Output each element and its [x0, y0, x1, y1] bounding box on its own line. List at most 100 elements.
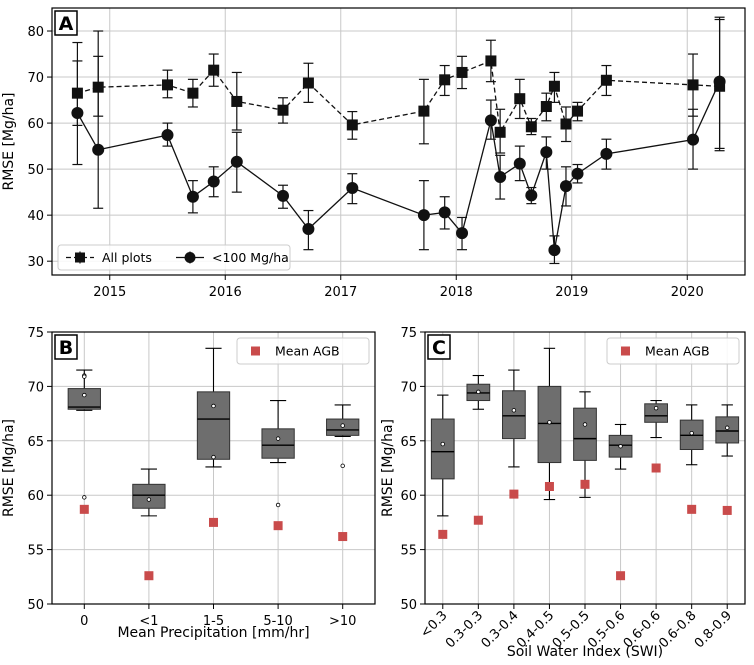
- y-tick-label: 65: [400, 435, 417, 450]
- data-point: [161, 129, 174, 142]
- legend-label-mean-agb: Mean AGB: [645, 344, 710, 359]
- flier-point: [340, 463, 345, 469]
- series-under-100: [71, 16, 726, 265]
- x-tick-label: 2018: [440, 285, 473, 300]
- data-point: [525, 189, 538, 202]
- legend: Mean AGB: [606, 337, 740, 365]
- data-point: [456, 66, 468, 78]
- x-tick-label: >10: [329, 614, 356, 629]
- data-point: [494, 170, 507, 183]
- data-point: [513, 157, 526, 170]
- data-point: [540, 146, 553, 159]
- mean-agb-marker: [144, 571, 154, 581]
- y-tick-label: 60: [27, 117, 44, 132]
- y-tick-label: 75: [400, 326, 417, 341]
- data-point: [71, 106, 84, 119]
- y-tick-label: 65: [27, 435, 44, 450]
- plot-frame: [51, 7, 746, 276]
- box-0: [67, 369, 101, 514]
- legend-box: [606, 337, 740, 365]
- y-tick-label: 75: [27, 326, 44, 341]
- data-point: [548, 244, 561, 257]
- y-tick-label: 80: [27, 25, 44, 40]
- y-tick-label: 50: [400, 598, 417, 613]
- y-tick-label: 50: [27, 163, 44, 178]
- mean-agb-marker: [273, 521, 283, 531]
- data-point: [494, 126, 506, 138]
- mean-point: [689, 430, 694, 436]
- box-iqr: [430, 418, 455, 480]
- y-tick-label: 50: [27, 598, 44, 613]
- data-point: [302, 222, 315, 235]
- y-axis-label: RMSE [Mg/ha]: [1, 419, 17, 517]
- panel-label: A: [59, 13, 74, 35]
- box-iqr: [502, 390, 526, 440]
- panel-label-box: [54, 334, 78, 360]
- x-tick-label: 2019: [555, 285, 588, 300]
- box-iqr: [644, 403, 668, 423]
- flier-point: [82, 495, 87, 500]
- x-tick-label: 2017: [324, 285, 357, 300]
- x-tick-label: <1: [139, 614, 158, 629]
- legend-box: [57, 244, 291, 271]
- data-point: [514, 93, 526, 105]
- mean-agb-marker: [79, 504, 89, 514]
- y-axis-label: RMSE [Mg/ha]: [380, 419, 396, 517]
- chart-panel-c: 505560657075<0.30.3-0.30.3-0.40.4-0.50.5…: [380, 326, 746, 660]
- data-point: [456, 227, 469, 240]
- data-point: [439, 74, 451, 86]
- panel-label-box: [427, 334, 451, 360]
- legend: Mean AGB: [236, 337, 370, 365]
- plot-frame: [51, 331, 376, 605]
- x-tick-label: 2015: [93, 285, 126, 300]
- data-point: [525, 121, 537, 133]
- y-tick-label: 40: [27, 209, 44, 224]
- chart-panel-a: 30 40 50 60 70 80 2015 2016 2017 2018 2019 2020 All …: [1, 7, 746, 300]
- box-3: [537, 347, 562, 501]
- box-1: [466, 374, 491, 525]
- flier-point: [275, 502, 281, 508]
- mean-point: [211, 403, 216, 409]
- mean-point: [653, 405, 659, 411]
- mean-agb-marker: [438, 529, 448, 539]
- box-5: [608, 423, 633, 581]
- data-point: [572, 105, 584, 117]
- panel-label-box: [54, 10, 78, 36]
- box-2: [502, 369, 526, 499]
- legend-label-under-100: <100 Mg/ha: [212, 250, 289, 265]
- y-tick-label: 60: [27, 489, 44, 504]
- data-point: [687, 79, 699, 91]
- flier-point: [82, 374, 87, 379]
- box-4: [326, 404, 360, 542]
- x-tick-label: 0: [80, 614, 88, 629]
- data-point: [302, 77, 314, 89]
- data-point: [548, 80, 560, 92]
- data-point: [92, 143, 105, 156]
- mean-agb-marker: [473, 515, 483, 525]
- mean-point: [725, 425, 730, 430]
- box-iqr: [196, 391, 231, 460]
- box-iqr: [261, 428, 295, 459]
- y-tick-label: 55: [400, 544, 417, 559]
- mean-point: [146, 497, 152, 502]
- data-point: [231, 95, 243, 107]
- data-point: [277, 104, 289, 116]
- mean-agb-marker: [509, 489, 519, 499]
- legend-marker-mean-agb: [621, 346, 630, 356]
- panel-label: C: [432, 337, 446, 359]
- mean-agb-marker: [616, 571, 626, 581]
- legend-marker-mean-agb: [251, 346, 260, 356]
- data-point: [713, 75, 726, 88]
- mean-point: [82, 392, 87, 398]
- series-line: [77, 59, 720, 135]
- legend: All plots <100 Mg/ha: [57, 244, 291, 271]
- y-tick-label: 70: [27, 380, 44, 395]
- plot-frame: [424, 331, 746, 605]
- data-point: [687, 133, 700, 146]
- box-7: [679, 404, 704, 514]
- data-point: [418, 105, 430, 117]
- mean-agb-marker: [687, 504, 697, 514]
- y-tick-label: 55: [27, 544, 44, 559]
- y-axis-label: RMSE [Mg/ha]: [1, 92, 17, 190]
- y-tick-label: 70: [400, 380, 417, 395]
